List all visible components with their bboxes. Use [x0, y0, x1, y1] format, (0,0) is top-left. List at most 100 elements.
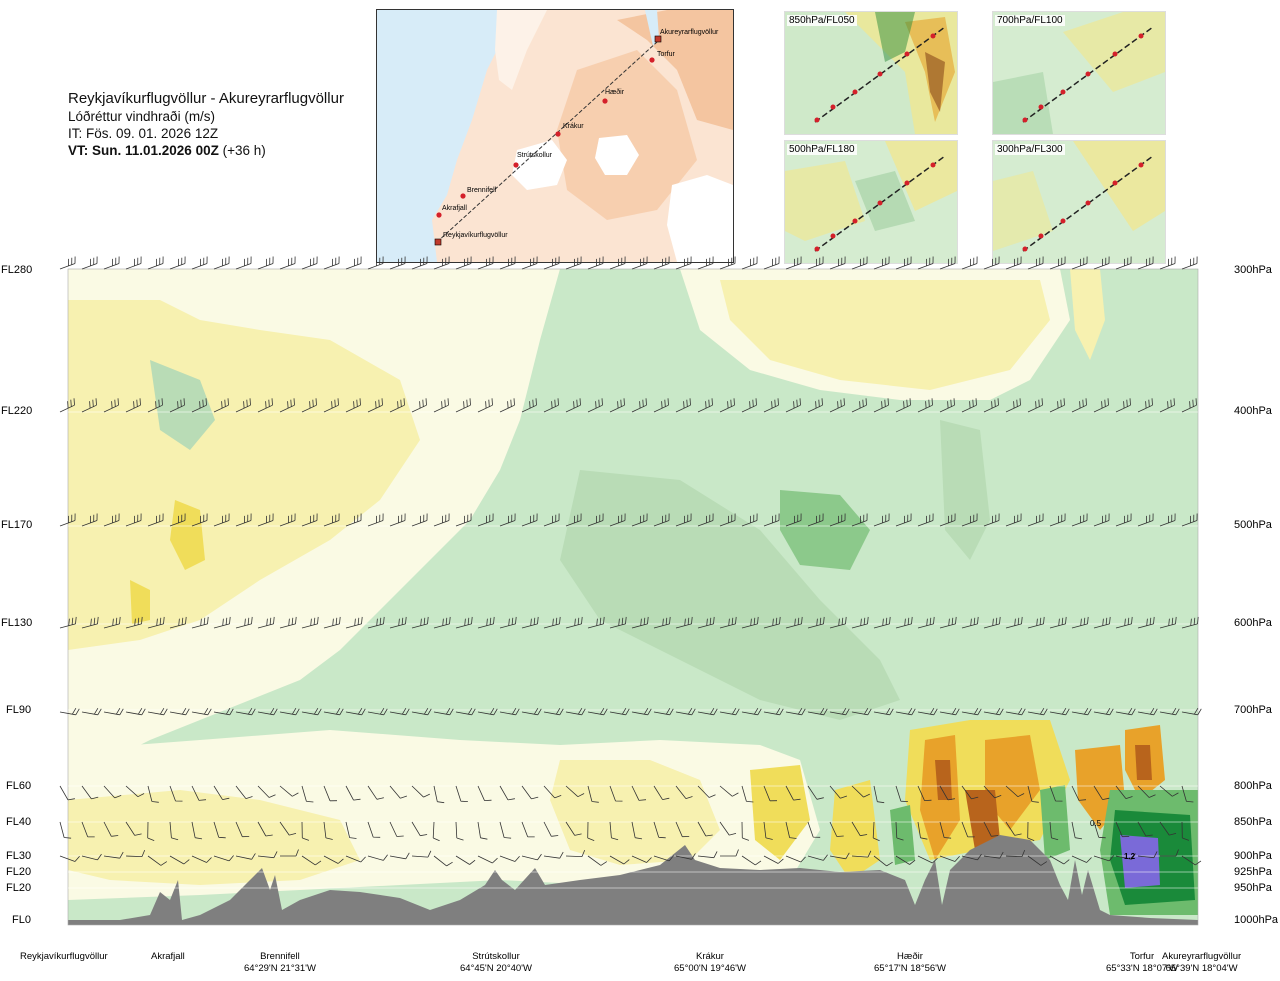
wind-barb — [521, 513, 538, 527]
wind-barb — [917, 821, 928, 840]
wind-barb — [1181, 855, 1202, 866]
wind-barb — [1159, 785, 1179, 797]
wind-barb — [367, 707, 388, 716]
wind-barb — [741, 256, 758, 270]
wind-barb — [279, 707, 300, 716]
wind-barb — [697, 785, 716, 798]
wind-barb — [389, 785, 408, 799]
wind-barb — [895, 785, 908, 802]
wind-barb — [1049, 513, 1066, 527]
wind-barb — [279, 256, 296, 270]
wind-barb — [961, 785, 979, 800]
wind-barb — [653, 398, 669, 413]
wind-barb — [1071, 855, 1092, 863]
wind-barb — [565, 256, 582, 270]
wind-barb — [961, 616, 979, 629]
wind-barb — [477, 785, 492, 801]
wind-barb — [675, 616, 693, 629]
region-up-strip-east — [1070, 269, 1105, 360]
wind-barb — [609, 616, 627, 629]
wind-barb — [939, 256, 956, 270]
wind-barb — [851, 785, 870, 798]
wind-barb — [631, 513, 648, 527]
wind-barb — [983, 616, 1001, 629]
wind-barb — [1071, 785, 1087, 801]
fl-label-60: FL60 — [6, 780, 32, 792]
wind-barb — [565, 398, 581, 413]
wind-barb — [235, 853, 256, 860]
wind-barb — [719, 513, 736, 527]
wind-barb — [345, 398, 361, 413]
wind-barb — [785, 256, 802, 270]
wind-barb — [873, 707, 894, 716]
wind-barb — [1027, 616, 1045, 629]
wind-barbs — [59, 256, 1202, 867]
wind-barb — [1027, 821, 1035, 841]
wind-barb — [433, 785, 445, 804]
wind-barb — [631, 785, 647, 801]
wind-barb — [895, 513, 912, 527]
wind-barb — [720, 849, 739, 857]
region-up-mid-2 — [830, 780, 880, 880]
wind-barb — [323, 256, 340, 270]
thumbnail-500hpa[interactable]: 500hPa/FL180 — [784, 140, 958, 264]
wind-barb — [1049, 616, 1067, 629]
wind-barb — [125, 707, 146, 716]
wind-barb — [939, 785, 955, 801]
wind-barb — [829, 616, 847, 629]
wind-barb — [103, 616, 121, 629]
wind-barb — [763, 707, 784, 716]
wind-barb — [609, 513, 626, 527]
wind-barb — [1027, 707, 1048, 716]
thumbnail-300hpa[interactable]: 300hPa/FL300 — [992, 140, 1166, 264]
thumbnail-850hpa[interactable]: 850hPa/FL050 — [784, 11, 958, 135]
wind-barb — [367, 821, 381, 838]
wind-barb — [367, 854, 388, 861]
station-coord: 65°00'N 19°46'W — [674, 963, 746, 974]
wind-barb — [763, 616, 781, 629]
wind-barb — [697, 398, 713, 413]
station-akrafjall: Akrafjall — [151, 951, 185, 963]
wind-barb — [873, 256, 890, 270]
wind-barb — [1027, 513, 1044, 527]
wind-barb — [499, 821, 512, 839]
thumbnail-700hpa[interactable]: 700hPa/FL100 — [992, 11, 1166, 135]
wind-barb — [367, 785, 384, 800]
wind-barb — [719, 398, 735, 413]
wind-barb — [389, 513, 406, 527]
hpa-label-400: 400hPa — [1234, 405, 1272, 417]
wind-barb — [697, 707, 718, 716]
wind-barb — [961, 853, 982, 861]
wind-barb — [939, 616, 957, 629]
wind-barb — [675, 821, 690, 838]
wind-barb — [59, 256, 76, 270]
region-up-weak-upper-east — [720, 280, 1050, 390]
wind-barb — [719, 256, 736, 270]
wind-barb — [1005, 821, 1022, 836]
wind-barb — [235, 513, 252, 527]
wind-barb — [1093, 398, 1109, 413]
wind-barb — [741, 616, 759, 629]
wind-barb — [851, 850, 872, 858]
wind-barb — [367, 256, 384, 270]
wind-barb — [697, 513, 714, 527]
fl-label-130: FL130 — [1, 617, 33, 629]
wind-barb — [499, 513, 516, 527]
wind-barb — [59, 513, 76, 527]
wind-barb — [521, 398, 537, 413]
wind-barb — [257, 785, 276, 798]
wind-barb — [719, 616, 737, 629]
wind-barb — [191, 398, 207, 413]
wind-barb — [653, 707, 674, 716]
wind-barb — [257, 851, 278, 859]
station-name: Reykjavíkurflugvöllur — [20, 951, 108, 962]
wind-barb — [455, 785, 468, 802]
wind-barb — [609, 398, 625, 413]
station-name: Torfur — [1129, 951, 1155, 962]
wind-barb — [829, 398, 845, 413]
wind-barb — [213, 707, 234, 716]
wind-barb — [1181, 513, 1198, 527]
wind-barb — [301, 513, 318, 527]
fl-label-40: FL40 — [6, 816, 32, 828]
